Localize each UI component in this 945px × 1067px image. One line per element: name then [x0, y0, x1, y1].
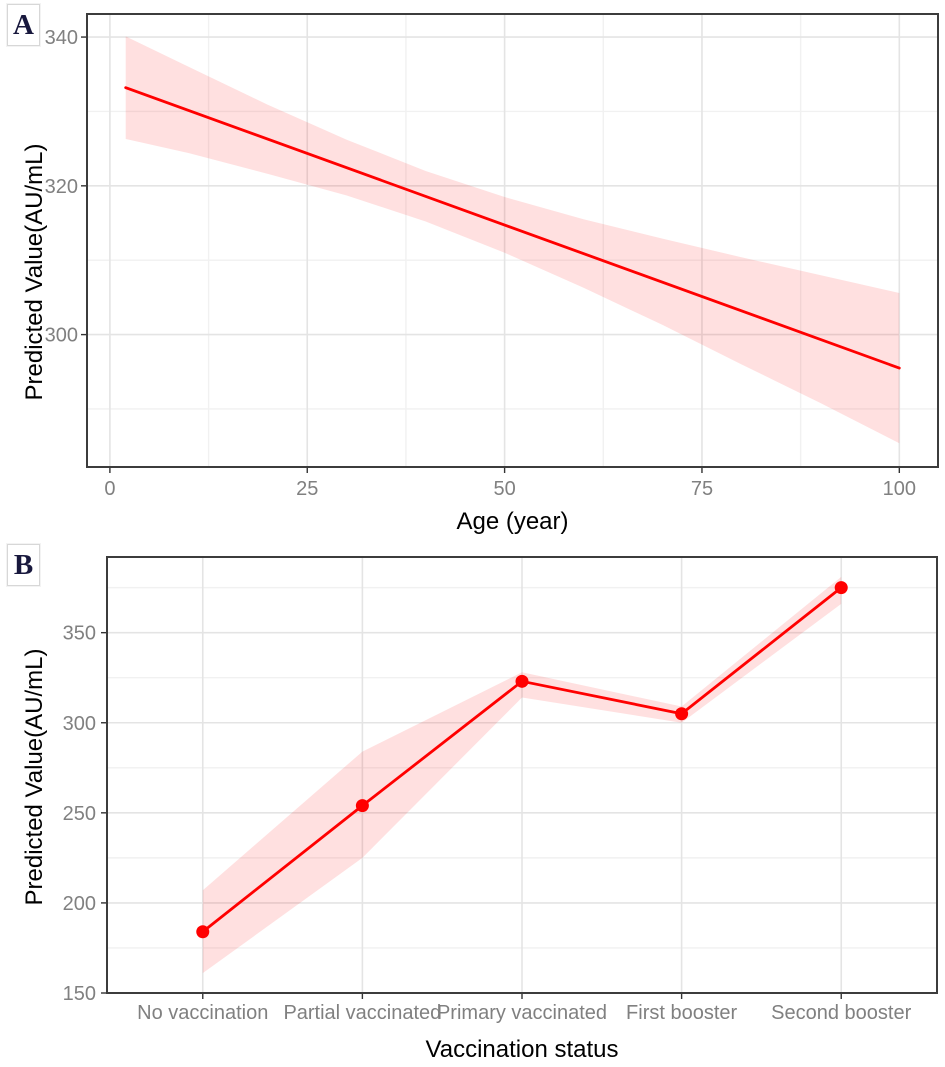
panel-a-letter: A [13, 8, 34, 41]
x-tick-label: 75 [691, 478, 713, 500]
data-point [355, 799, 369, 813]
panel-border [86, 13, 939, 468]
x-tick-label: 25 [296, 478, 318, 500]
x-tick-label: No vaccination [137, 1002, 268, 1024]
y-tick-label: 250 [63, 803, 96, 825]
x-tick-label: Partial vaccinated [283, 1002, 441, 1024]
x-tick-label: Primary vaccinated [437, 1002, 607, 1024]
y-tick-label: 300 [63, 713, 96, 735]
x-axis-title: Vaccination status [426, 1036, 619, 1063]
x-axis-title: Age (year) [456, 508, 568, 535]
y-axis-title: Predicted Value(AU/mL) [21, 649, 48, 906]
y-tick-label: 350 [63, 623, 96, 645]
x-tick-label: 100 [883, 478, 916, 500]
panel-border [106, 556, 938, 994]
panel-b-letter: B [13, 548, 34, 581]
x-tick-label: Second booster [771, 1002, 911, 1024]
x-tick-label: 0 [104, 478, 115, 500]
data-point [515, 674, 529, 688]
data-point [675, 707, 689, 721]
y-tick-label: 300 [45, 325, 78, 347]
x-tick-label: 50 [493, 478, 515, 500]
y-axis-title: Predicted Value(AU/mL) [21, 144, 48, 401]
y-tick-label: 150 [63, 983, 96, 1005]
data-point [834, 581, 848, 595]
y-tick-label: 320 [45, 176, 78, 198]
panel-a-label-box: A [7, 4, 40, 46]
y-tick-label: 340 [45, 27, 78, 49]
data-point [196, 925, 210, 939]
y-tick-label: 200 [63, 893, 96, 915]
trend-line [124, 86, 901, 370]
ci-ribbon [125, 36, 900, 444]
panel-b-label-box: B [7, 544, 40, 586]
x-tick-label: First booster [626, 1002, 737, 1024]
